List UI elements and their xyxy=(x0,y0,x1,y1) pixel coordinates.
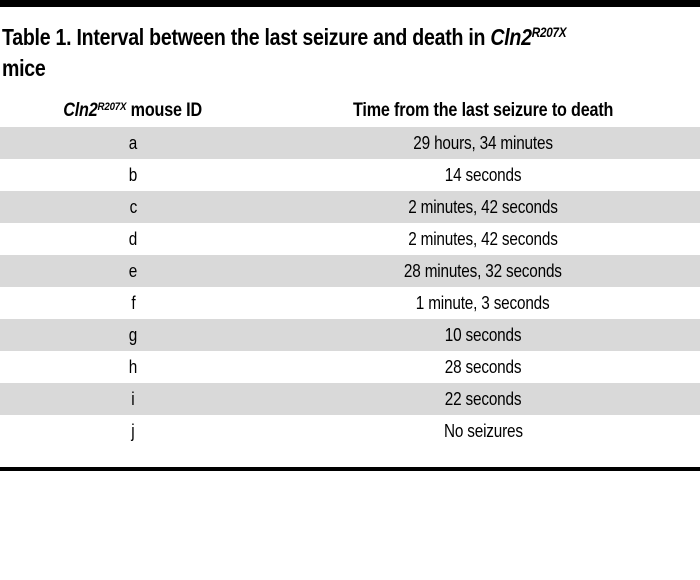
mouse-id-cell: c xyxy=(129,196,137,217)
table-body: a 29 hours, 34 minutes b 14 seconds c 2 … xyxy=(0,127,700,447)
mouse-id-cell: f xyxy=(130,292,136,313)
time-cell: 29 hours, 34 minutes xyxy=(413,132,553,153)
column-header-time-label: Time from the last seizure to death xyxy=(352,100,614,121)
bottom-rule xyxy=(0,467,700,471)
table-title-line2: mice xyxy=(2,53,700,84)
mouse-id-cell: h xyxy=(128,356,138,377)
time-cell: No seizures xyxy=(443,420,523,441)
table-row: d 2 minutes, 42 seconds xyxy=(0,223,700,255)
table-row: h 28 seconds xyxy=(0,351,700,383)
time-cell: 14 seconds xyxy=(444,164,522,185)
mouse-id-cell: g xyxy=(128,324,138,345)
mouse-id-cell: a xyxy=(128,132,138,153)
table-title-text: Table 1. Interval between the last seizu… xyxy=(2,24,491,50)
gene-superscript: R207X xyxy=(531,25,567,41)
time-cell: 2 minutes, 42 seconds xyxy=(408,228,558,249)
mouse-id-cell: e xyxy=(128,260,138,281)
table-row: g 10 seconds xyxy=(0,319,700,351)
table-title-text-line2: mice xyxy=(2,55,46,81)
time-cell: 28 minutes, 32 seconds xyxy=(404,260,562,281)
table-row: a 29 hours, 34 minutes xyxy=(0,127,700,159)
bottom-whitespace xyxy=(0,447,700,467)
time-cell: 10 seconds xyxy=(444,324,522,345)
table-row: i 22 seconds xyxy=(0,383,700,415)
table-row: f 1 minute, 3 seconds xyxy=(0,287,700,319)
mouse-id-cell: i xyxy=(131,388,135,409)
mouse-id-cell: d xyxy=(128,228,138,249)
time-cell: 1 minute, 3 seconds xyxy=(416,292,550,313)
table-row: j No seizures xyxy=(0,415,700,447)
paper-table-figure: Table 1. Interval between the last seizu… xyxy=(0,0,700,471)
time-cell: 22 seconds xyxy=(444,388,522,409)
time-cell: 28 seconds xyxy=(444,356,522,377)
table-row: e 28 minutes, 32 seconds xyxy=(0,255,700,287)
gene-name: Cln2 xyxy=(490,24,532,50)
table-title: Table 1. Interval between the last seizu… xyxy=(2,22,700,84)
table-title-line1: Table 1. Interval between the last seizu… xyxy=(2,22,700,53)
gene-superscript: R207X xyxy=(97,100,127,113)
table-row: c 2 minutes, 42 seconds xyxy=(0,191,700,223)
column-header-time: Time from the last seizure to death xyxy=(266,100,700,122)
column-header-mouse-id: Cln2R207X mouse ID xyxy=(0,100,266,122)
column-header-mouse-id-label: mouse ID xyxy=(126,100,203,121)
top-rule xyxy=(0,0,700,7)
gene-name: Cln2 xyxy=(63,100,98,121)
mouse-id-cell: j xyxy=(131,420,135,441)
time-cell: 2 minutes, 42 seconds xyxy=(408,196,558,217)
table-header-row: Cln2R207X mouse ID Time from the last se… xyxy=(0,95,700,127)
mouse-id-cell: b xyxy=(128,164,138,185)
table-row: b 14 seconds xyxy=(0,159,700,191)
